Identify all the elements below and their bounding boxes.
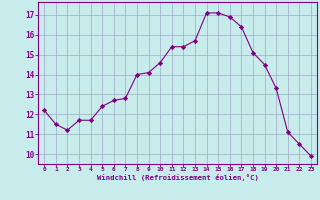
X-axis label: Windchill (Refroidissement éolien,°C): Windchill (Refroidissement éolien,°C) xyxy=(97,174,259,181)
